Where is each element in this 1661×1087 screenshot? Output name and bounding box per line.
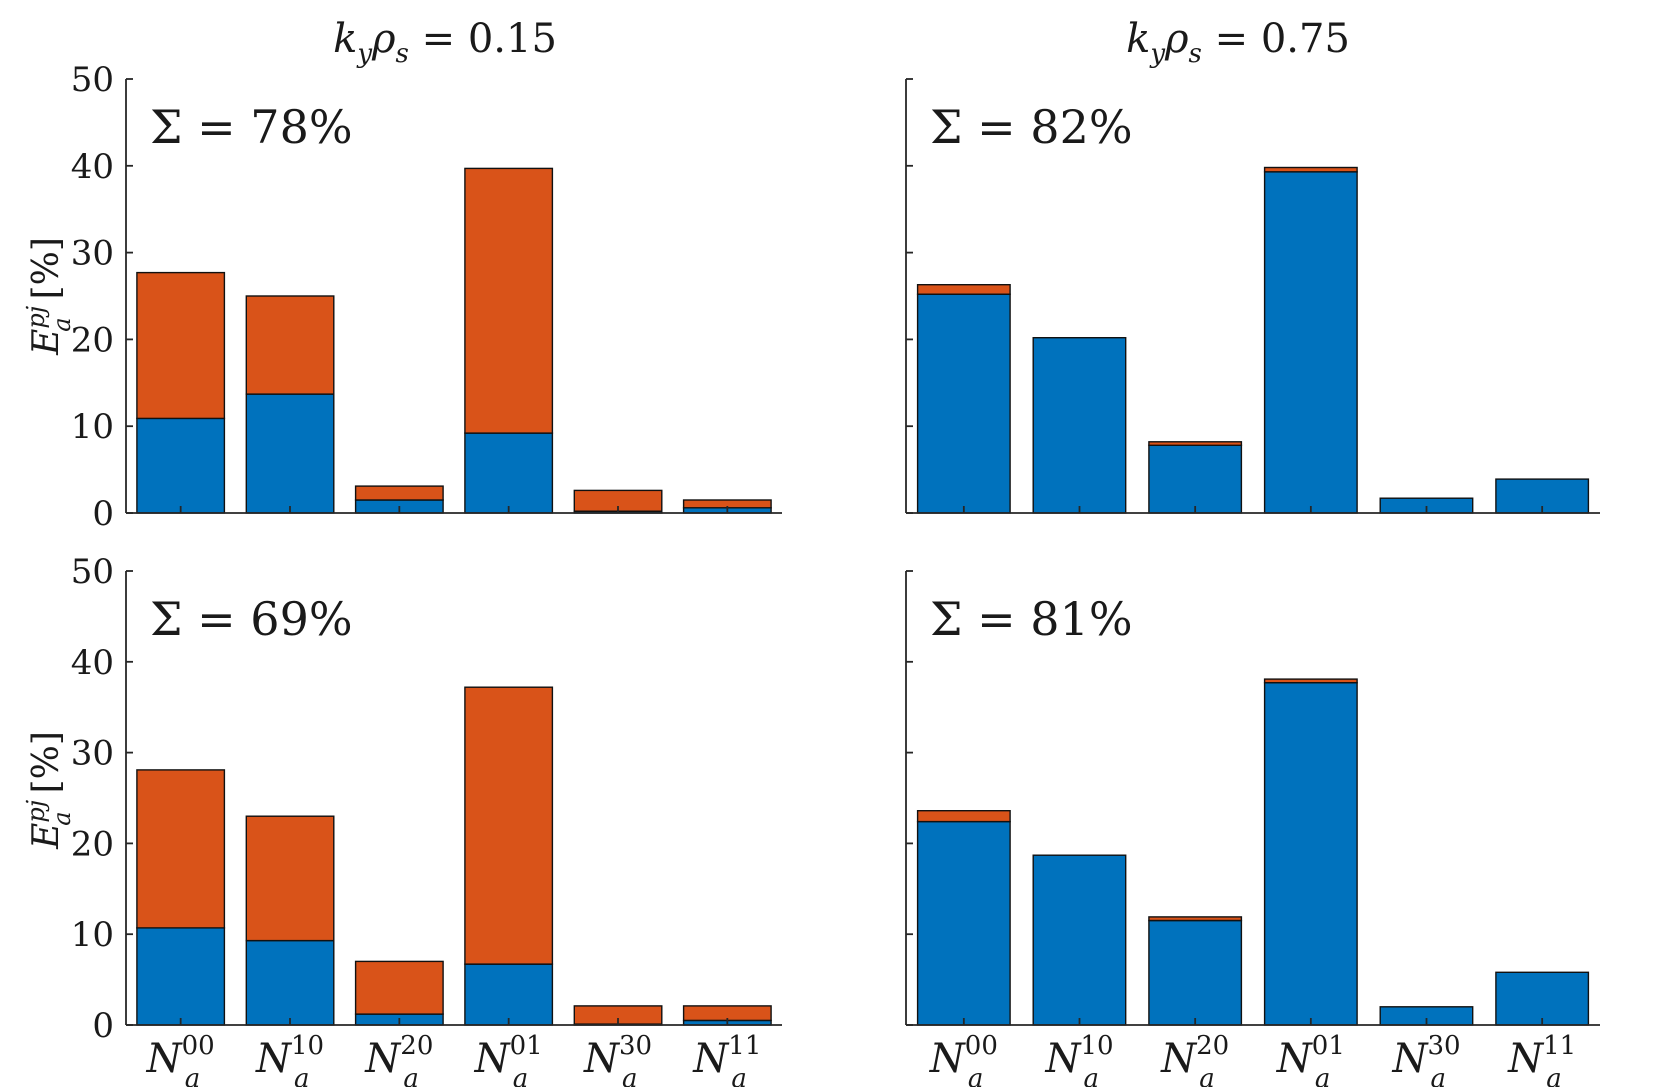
y-tick-label: 20 (71, 320, 114, 360)
bar-blue-2 (245, 393, 335, 514)
y-tick-label: 20 (71, 824, 114, 864)
bar-orange-1 (916, 284, 1011, 295)
sum-annotation: Σ = 82% (930, 100, 1133, 154)
bar-orange-1 (916, 810, 1011, 823)
bar-blue-4 (1263, 682, 1358, 1026)
panel-bottom-left: 0 10 20 30 40 50 N00 a N10 a N20 a N01 a N30 a N11 a Σ = 6… (71, 552, 782, 1087)
y-tick-label: 30 (71, 234, 114, 274)
panels: 0 10 20 30 40 50 Σ = 78% Σ = 82% 0 10 20 30 40 50 N00 a… (71, 60, 1600, 1087)
ylabel-bottom: Epja[%] (22, 731, 76, 850)
x-tick-label: N01 a (1276, 1031, 1345, 1087)
bar-blue-3 (1148, 444, 1243, 514)
bar-orange-3 (1148, 441, 1243, 446)
ylabel-top: Epja[%] (22, 237, 76, 356)
bar-orange-3 (354, 485, 444, 501)
x-tick-label: N00 a (146, 1031, 215, 1087)
x-tick-label: N01 a (474, 1031, 543, 1087)
bar-blue-1 (136, 927, 226, 1026)
bar-orange-2 (245, 815, 335, 942)
y-tick-label: 30 (71, 734, 114, 774)
bar-orange-4 (1263, 166, 1358, 173)
bar-orange-3 (354, 960, 444, 1015)
bar-blue-6 (1495, 971, 1590, 1026)
bar-orange-4 (1263, 678, 1358, 684)
bar-blue-1 (916, 293, 1011, 514)
y-tick-label: 10 (71, 407, 114, 447)
x-tick-label: N11 a (692, 1031, 761, 1087)
bar-blue-1 (916, 820, 1011, 1026)
bar-blue-2 (245, 939, 335, 1026)
bar-blue-4 (464, 963, 554, 1026)
panel-top-right: Σ = 82% (905, 78, 1600, 514)
y-tick-label: 0 (92, 494, 114, 534)
bar-orange-4 (464, 686, 554, 965)
y-tick-label: 10 (71, 915, 114, 955)
svg-text:Epja[%]: Epja[%] (22, 237, 76, 356)
bar-blue-3 (1148, 919, 1243, 1026)
x-tick-label: N30 a (1391, 1031, 1460, 1087)
panel-top-left: 0 10 20 30 40 50 Σ = 78% (71, 60, 782, 534)
bar-orange-1 (136, 271, 226, 420)
y-tick-label: 40 (71, 147, 114, 187)
col-title-left: kyρs = 0.15 (333, 16, 557, 69)
y-tick-label: 40 (71, 643, 114, 683)
svg-text:Epja[%]: Epja[%] (22, 731, 76, 850)
panel-bottom-right: N00 a N10 a N20 a N01 a N30 a N11 a Σ = 81% (905, 570, 1600, 1087)
bar-orange-2 (245, 295, 335, 395)
bar-blue-1 (136, 417, 226, 514)
bar-blue-4 (464, 432, 554, 514)
col-title-right: kyρs = 0.75 (1126, 16, 1350, 69)
x-tick-label: N20 a (1160, 1031, 1229, 1087)
bar-orange-4 (464, 167, 554, 434)
bar-blue-2 (1032, 854, 1127, 1026)
sum-annotation: Σ = 81% (930, 592, 1133, 646)
bar-orange-3 (1148, 916, 1243, 922)
x-tick-label: N10 a (255, 1031, 324, 1087)
x-tick-label: N10 a (1044, 1031, 1113, 1087)
sum-annotation: Σ = 78% (150, 100, 353, 154)
bar-blue-2 (1032, 337, 1127, 514)
y-tick-label: 50 (71, 60, 114, 100)
bar-orange-1 (136, 769, 226, 929)
sum-annotation: Σ = 69% (150, 592, 353, 646)
y-tick-label: 0 (92, 1006, 114, 1046)
x-tick-label: N20 a (364, 1031, 433, 1087)
x-tick-label: N11 a (1507, 1031, 1576, 1087)
y-tick-label: 50 (71, 552, 114, 592)
x-tick-label: N00 a (929, 1031, 998, 1087)
x-tick-label: N30 a (583, 1031, 652, 1087)
bar-blue-4 (1263, 171, 1358, 514)
